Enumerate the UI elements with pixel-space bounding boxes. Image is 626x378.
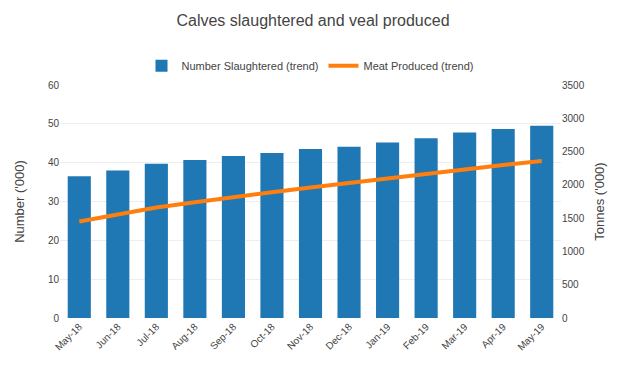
svg-text:Meat Produced (trend): Meat Produced (trend) xyxy=(363,60,473,72)
svg-text:Aug-18: Aug-18 xyxy=(169,321,200,352)
svg-text:3000: 3000 xyxy=(562,113,585,124)
svg-text:May-19: May-19 xyxy=(515,321,547,353)
svg-text:Tonnes ('000): Tonnes ('000) xyxy=(592,162,607,240)
svg-text:Calves slaughtered and veal pr: Calves slaughtered and veal produced xyxy=(176,12,449,29)
svg-text:May-18: May-18 xyxy=(53,321,85,353)
svg-text:30: 30 xyxy=(48,196,60,207)
svg-text:60: 60 xyxy=(48,80,60,91)
svg-text:3500: 3500 xyxy=(562,80,585,91)
svg-text:40: 40 xyxy=(48,157,60,168)
svg-text:500: 500 xyxy=(562,279,579,290)
svg-text:0: 0 xyxy=(53,313,59,324)
svg-text:Feb-19: Feb-19 xyxy=(401,321,431,351)
svg-text:10: 10 xyxy=(48,274,60,285)
svg-text:Jan-19: Jan-19 xyxy=(363,321,393,351)
svg-text:2000: 2000 xyxy=(562,179,585,190)
svg-text:Apr-19: Apr-19 xyxy=(479,321,508,350)
svg-text:2500: 2500 xyxy=(562,146,585,157)
svg-text:1500: 1500 xyxy=(562,213,585,224)
svg-text:Mar-19: Mar-19 xyxy=(439,321,469,351)
svg-text:20: 20 xyxy=(48,235,60,246)
svg-text:Sep-18: Sep-18 xyxy=(208,321,239,352)
svg-text:50: 50 xyxy=(48,118,60,129)
svg-text:Number ('000): Number ('000) xyxy=(12,160,27,243)
svg-text:Number Slaughtered (trend): Number Slaughtered (trend) xyxy=(182,60,319,72)
svg-text:Jul-18: Jul-18 xyxy=(134,321,161,348)
svg-text:Oct-18: Oct-18 xyxy=(248,321,277,350)
svg-text:Jun-18: Jun-18 xyxy=(93,321,123,351)
svg-text:Nov-18: Nov-18 xyxy=(285,321,316,352)
svg-text:0: 0 xyxy=(562,313,568,324)
svg-text:Dec-18: Dec-18 xyxy=(323,321,354,352)
svg-text:1000: 1000 xyxy=(562,246,585,257)
